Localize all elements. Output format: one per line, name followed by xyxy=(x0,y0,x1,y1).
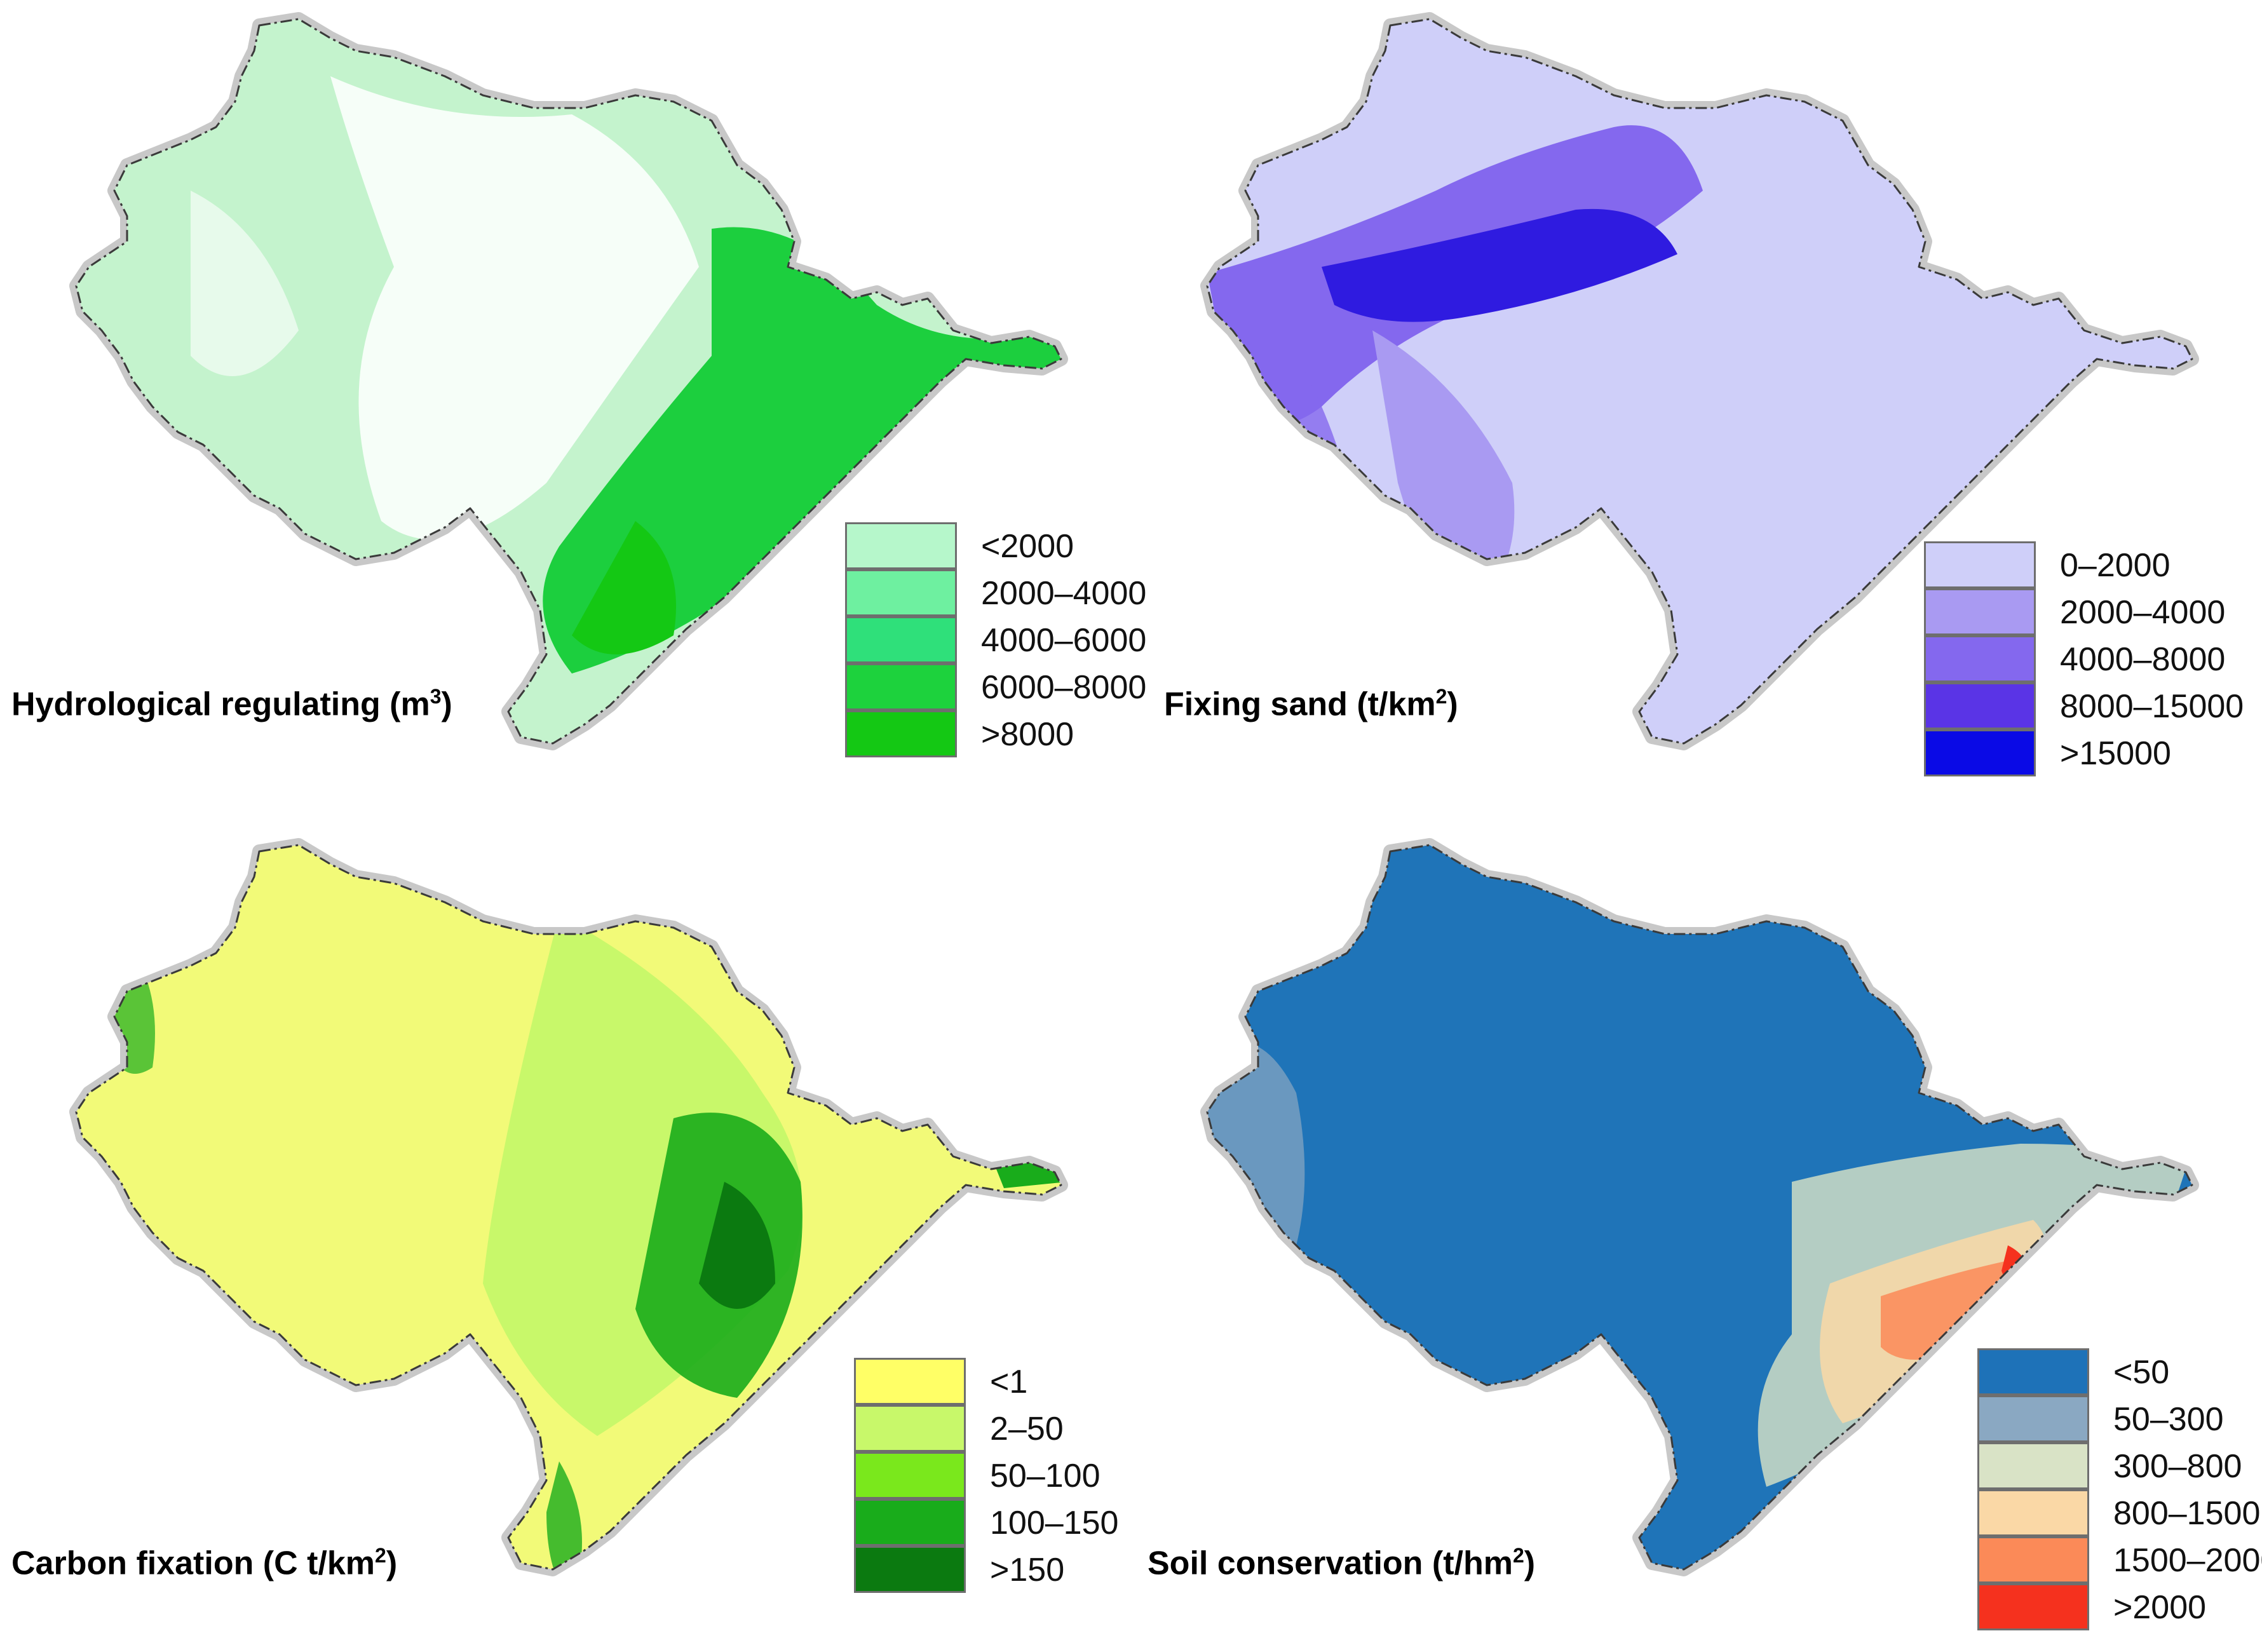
legend-swatch xyxy=(854,1546,966,1593)
legend-swatch xyxy=(1924,729,2036,776)
legend-swatch xyxy=(854,1405,966,1452)
carbon-fixation-map xyxy=(0,826,1131,1652)
legend-swatch xyxy=(854,1499,966,1546)
legend-swatch xyxy=(1924,541,2036,588)
legend-label: <50 xyxy=(2113,1354,2170,1391)
legend-swatch xyxy=(1977,1489,2089,1536)
legend-label: 2000–4000 xyxy=(2060,594,2226,631)
legend-label: <2000 xyxy=(981,528,1074,565)
panel-title: Fixing sand (t/km2) xyxy=(1164,685,1458,723)
legend-label: <1 xyxy=(990,1364,1028,1400)
legend-label: 1500–2000 xyxy=(2113,1542,2262,1579)
legend-label: >15000 xyxy=(2060,735,2171,772)
legend-label: 50–300 xyxy=(2113,1401,2224,1438)
legend-swatch xyxy=(1924,588,2036,635)
panel-title: Soil conservation (t/hm2) xyxy=(1148,1544,1536,1582)
legend-label: >8000 xyxy=(981,716,1074,753)
legend-swatch xyxy=(1977,1442,2089,1489)
legend-label: 300–800 xyxy=(2113,1448,2242,1485)
legend-swatch xyxy=(845,710,957,757)
panel-soil-conservation: Soil conservation (t/hm2) <50 50–300 300… xyxy=(1131,826,2262,1652)
legend-swatch xyxy=(845,569,957,616)
legend-swatch xyxy=(1924,682,2036,729)
legend-swatch xyxy=(845,616,957,663)
panel-carbon-fixation: Carbon fixation (C t/km2) <1 2–50 50–100… xyxy=(0,826,1131,1652)
panel-fixing-sand: Fixing sand (t/km2) 0–2000 2000–4000 400… xyxy=(1131,0,2262,826)
legend-label: 8000–15000 xyxy=(2060,688,2244,725)
legend-label: 100–150 xyxy=(990,1505,1119,1541)
panel-hydrological: Hydrological regulating (m3) <2000 2000–… xyxy=(0,0,1146,826)
hydrological-map xyxy=(0,0,1131,826)
panel-title: Hydrological regulating (m3) xyxy=(11,685,452,723)
legend-label: 800–1500 xyxy=(2113,1495,2261,1532)
legend-label: 50–100 xyxy=(990,1458,1101,1494)
legend-swatch xyxy=(1977,1395,2089,1442)
panel-title: Carbon fixation (C t/km2) xyxy=(11,1544,398,1582)
legend-label: >2000 xyxy=(2113,1589,2207,1626)
legend-swatch xyxy=(1977,1583,2089,1630)
legend-swatch xyxy=(845,522,957,569)
legend-label: 4000–6000 xyxy=(981,622,1147,659)
legend-label: 6000–8000 xyxy=(981,669,1147,706)
legend-swatch xyxy=(1977,1536,2089,1583)
legend-swatch xyxy=(854,1358,966,1405)
legend-swatch xyxy=(854,1452,966,1499)
legend-label: >150 xyxy=(990,1552,1065,1588)
legend-label: 2000–4000 xyxy=(981,575,1147,612)
legend-swatch xyxy=(1977,1348,2089,1395)
legend-label: 0–2000 xyxy=(2060,547,2171,584)
legend-swatch xyxy=(1924,635,2036,682)
legend-label: 4000–8000 xyxy=(2060,641,2226,678)
legend-swatch xyxy=(845,663,957,710)
legend-label: 2–50 xyxy=(990,1411,1064,1447)
